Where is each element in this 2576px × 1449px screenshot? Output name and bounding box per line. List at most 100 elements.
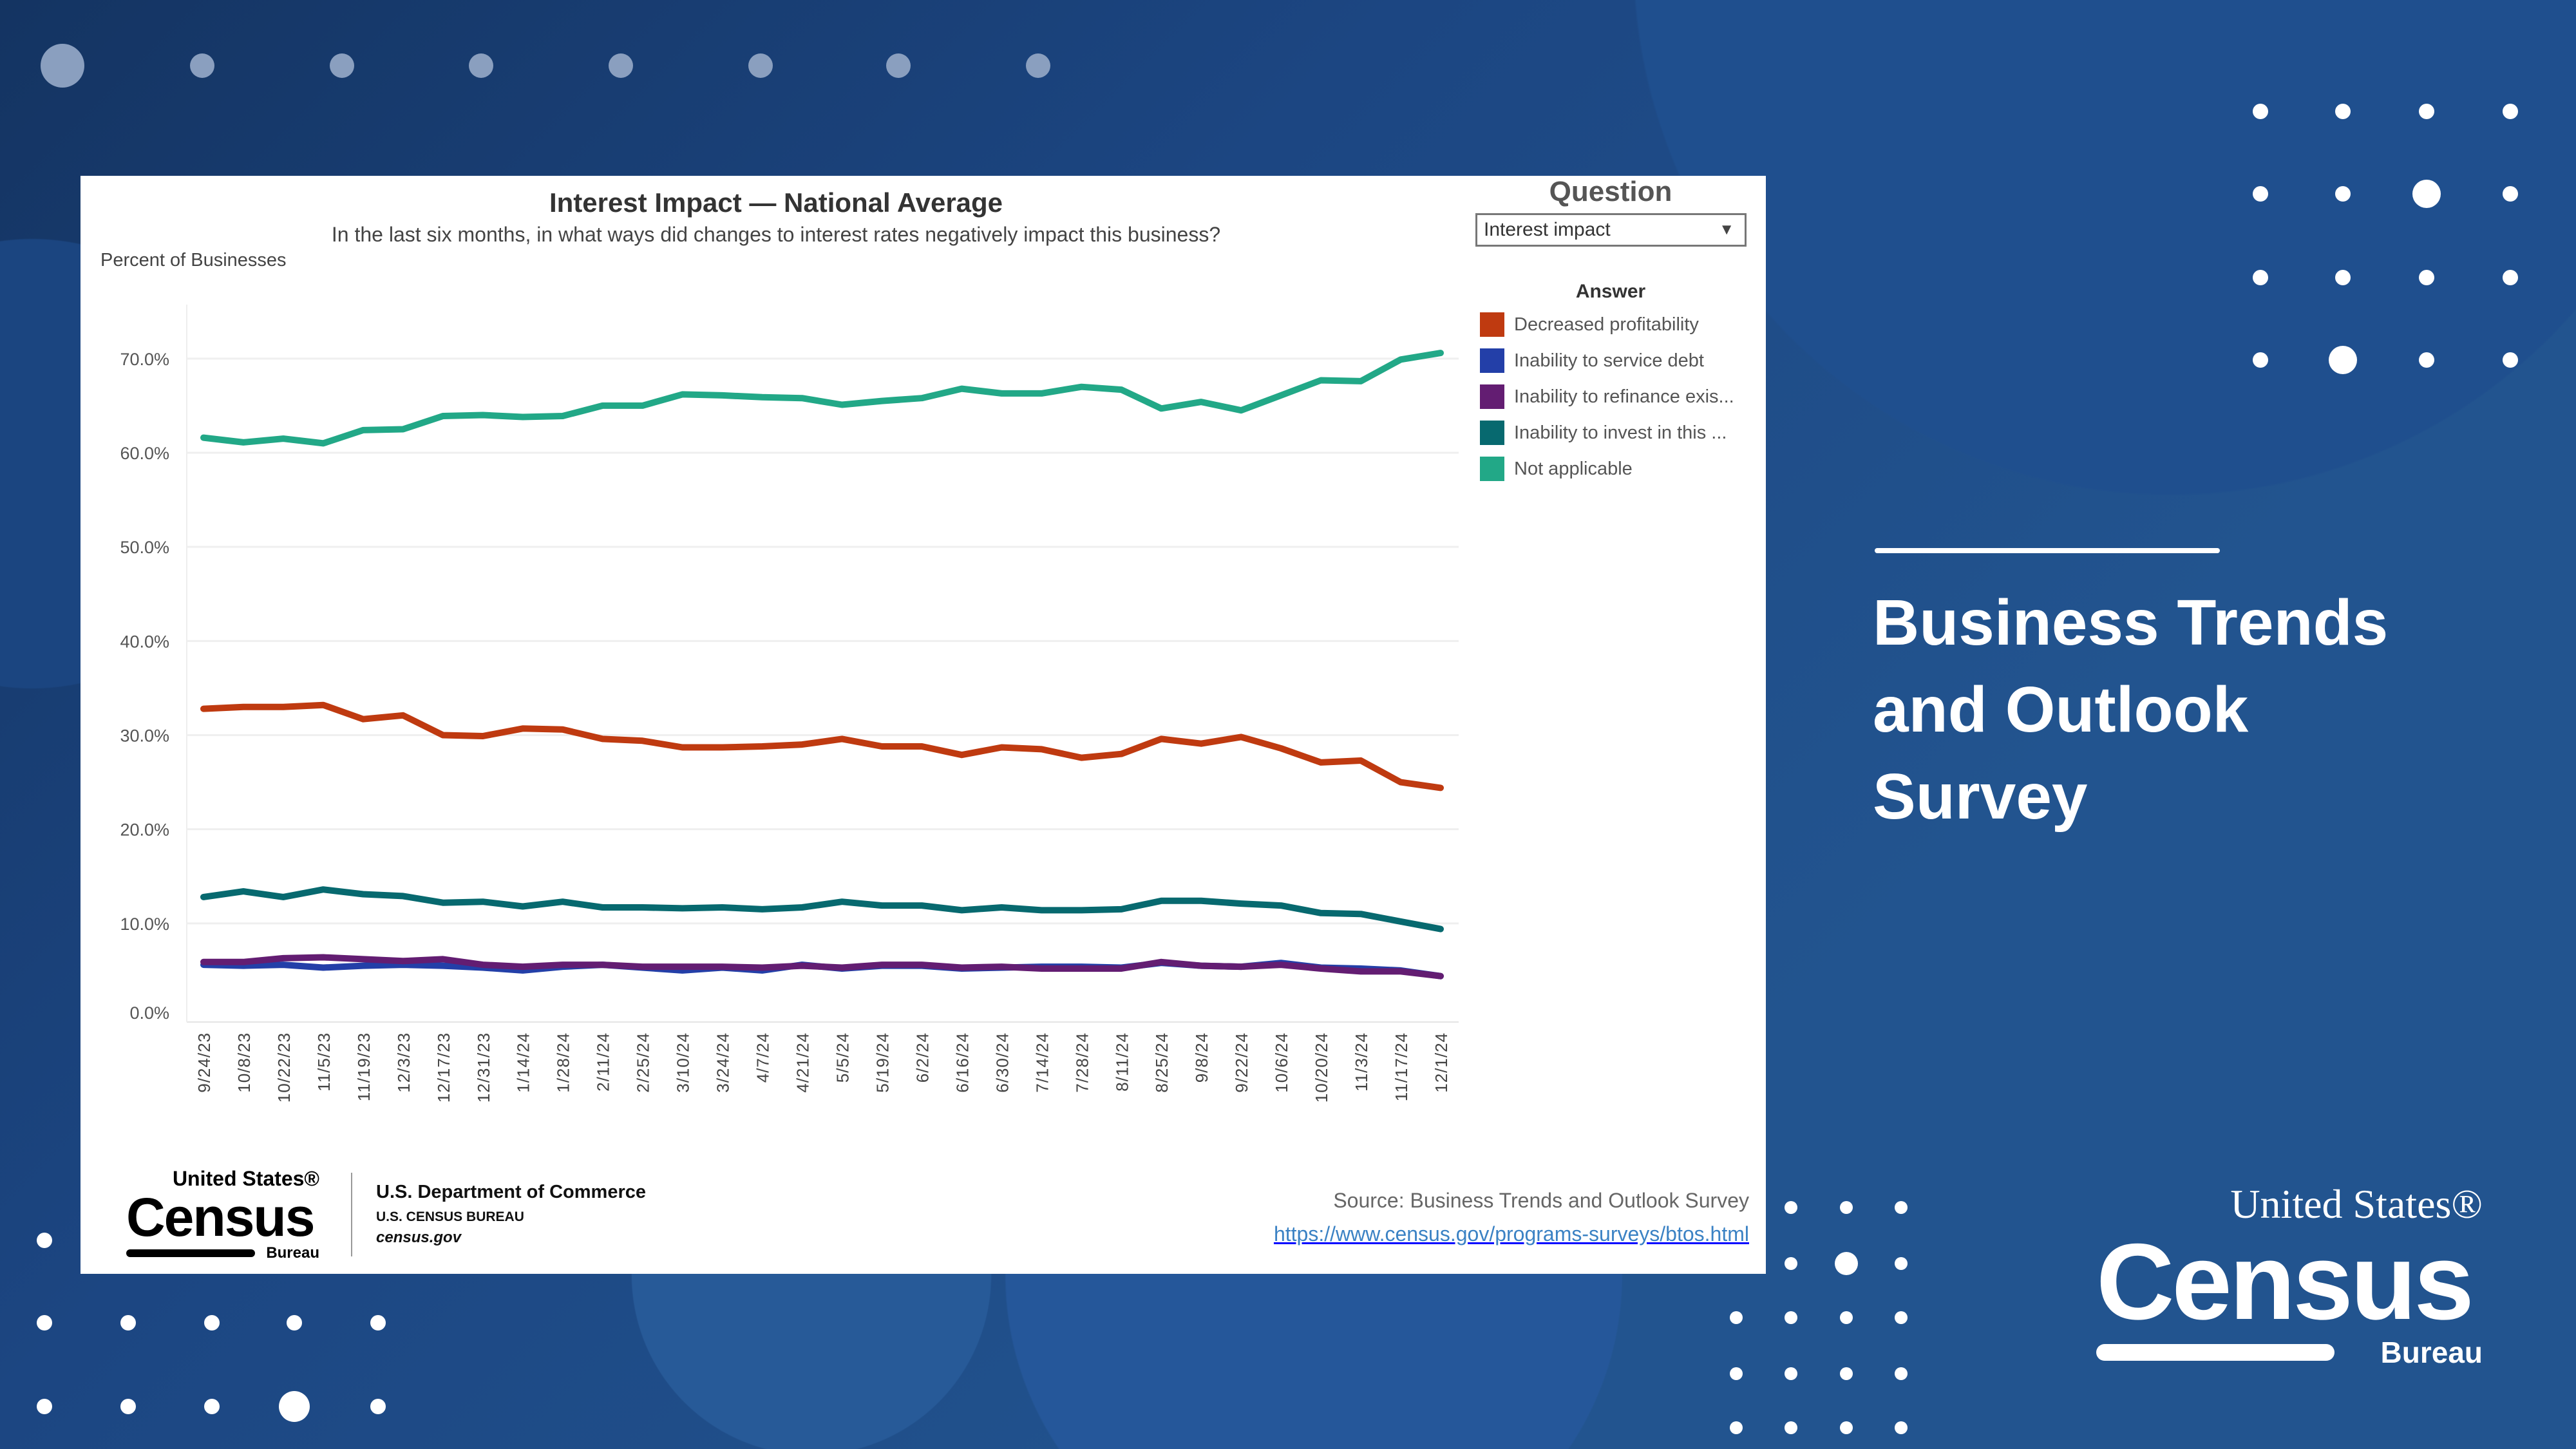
x-tick-label: 1/28/24 <box>554 1032 573 1093</box>
decorative-dot <box>1895 1311 1908 1324</box>
decorative-dot <box>1785 1311 1797 1324</box>
x-tick-label: 4/21/24 <box>793 1032 813 1093</box>
decorative-dot <box>2329 346 2357 374</box>
x-tick-label: 12/1/24 <box>1432 1032 1451 1093</box>
x-tick-label: 8/25/24 <box>1152 1032 1171 1093</box>
x-tick-label: 10/8/23 <box>234 1032 254 1093</box>
x-tick-label: 7/14/24 <box>1032 1032 1052 1093</box>
legend-item[interactable]: Inability to service debt <box>1480 348 1704 374</box>
decorative-dot <box>1840 1201 1853 1214</box>
census-logo-white: United States® Census Bureau <box>2096 1182 2483 1368</box>
chart-subtitle: In the last six months, in what ways did… <box>331 223 1221 246</box>
decorative-dot <box>204 1315 220 1331</box>
decorative-dot <box>2503 186 2518 202</box>
y-tick-label: 10.0% <box>120 914 169 934</box>
legend-item[interactable]: Inability to invest in this ... <box>1480 420 1727 446</box>
decorative-dot <box>1840 1421 1853 1434</box>
decorative-dot <box>1730 1367 1743 1380</box>
x-tick-label: 3/10/24 <box>674 1032 693 1093</box>
x-tick-label: 9/24/23 <box>194 1032 214 1093</box>
x-tick-label: 2/25/24 <box>634 1032 653 1093</box>
x-tick-label: 6/30/24 <box>992 1032 1012 1093</box>
dropdown-value: Interest impact <box>1484 219 1611 240</box>
census-logo: United States® Census Bureau <box>126 1168 319 1262</box>
title-divider <box>1875 548 2220 553</box>
decorative-dot <box>2503 352 2518 368</box>
legend-swatch <box>1480 421 1504 445</box>
x-tick-label: 2/11/24 <box>594 1032 613 1092</box>
decorative-dot <box>1730 1311 1743 1324</box>
x-tick-label: 12/3/23 <box>394 1032 413 1093</box>
y-tick-label: 30.0% <box>120 726 169 746</box>
decorative-dot <box>370 1399 386 1414</box>
decorative-dot <box>2419 352 2434 368</box>
logo-bureau: Bureau <box>266 1244 319 1262</box>
decorative-dot <box>2335 104 2351 119</box>
x-tick-label: 12/31/23 <box>474 1032 493 1103</box>
decorative-dot <box>1785 1421 1797 1434</box>
decorative-dot <box>287 1315 302 1331</box>
logo-united-states: United States® <box>2230 1181 2483 1227</box>
question-dropdown[interactable]: Interest impact ▼ <box>1475 213 1747 247</box>
source-link[interactable]: https://www.census.gov/programs-surveys/… <box>1273 1222 1749 1245</box>
decorative-dot <box>279 1391 310 1422</box>
y-tick-label: 0.0% <box>129 1003 169 1023</box>
logo-census: Census <box>126 1187 315 1247</box>
decorative-dot <box>2335 270 2351 285</box>
decorative-dot <box>1026 53 1050 78</box>
decorative-dot <box>41 44 84 88</box>
legend-swatch <box>1480 348 1504 373</box>
x-tick-label: 10/6/24 <box>1272 1032 1291 1093</box>
x-tick-label: 11/19/23 <box>354 1032 374 1101</box>
legend-label: Inability to refinance exis... <box>1514 386 1734 407</box>
legend-item[interactable]: Decreased profitability <box>1480 312 1699 337</box>
legend-swatch <box>1480 457 1504 481</box>
department-info: U.S. Department of Commerce U.S. CENSUS … <box>376 1182 646 1246</box>
decorative-dot <box>469 53 493 78</box>
decorative-dot <box>2335 186 2351 202</box>
legend-label: Inability to invest in this ... <box>1514 422 1727 443</box>
x-tick-label: 1/14/24 <box>514 1032 533 1093</box>
decorative-dot <box>190 53 214 78</box>
legend-item[interactable]: Inability to refinance exis... <box>1480 384 1734 410</box>
decorative-dot <box>2253 104 2268 119</box>
decorative-dot <box>2419 104 2434 119</box>
y-tick-label: 50.0% <box>120 538 169 557</box>
line-chart: 0.0% 10.0% 20.0% 30.0% 40.0% 50.0% 60.0% 70.0% 9… <box>120 305 1459 1103</box>
decorative-dot <box>1840 1311 1853 1324</box>
legend-label: Not applicable <box>1514 459 1633 479</box>
decorative-dot <box>1895 1257 1908 1270</box>
x-tick-label: 10/20/24 <box>1312 1032 1331 1103</box>
decorative-dot <box>1785 1367 1797 1380</box>
chart-panel: Interest Impact — National Average In th… <box>80 176 1766 1274</box>
y-tick-label: 20.0% <box>120 820 169 840</box>
decorative-dot <box>2412 180 2441 208</box>
survey-title-line: Survey <box>1873 761 2088 833</box>
x-tick-label: 12/17/23 <box>434 1032 453 1103</box>
decorative-dot <box>37 1233 52 1248</box>
legend-swatch <box>1480 384 1504 409</box>
decorative-dot <box>1785 1257 1797 1270</box>
x-tick-label: 6/16/24 <box>952 1032 972 1093</box>
decorative-dot <box>1895 1201 1908 1214</box>
x-tick-label: 11/17/24 <box>1392 1032 1411 1101</box>
x-tick-label: 9/8/24 <box>1192 1032 1211 1083</box>
decorative-dot <box>370 1315 386 1331</box>
logo-bar <box>2096 1344 2334 1361</box>
x-tick-label: 5/5/24 <box>833 1032 852 1083</box>
legend-item[interactable]: Not applicable <box>1480 456 1633 482</box>
decorative-dot <box>37 1315 52 1331</box>
x-tick-label: 7/28/24 <box>1072 1032 1092 1093</box>
decorative-dot <box>2253 270 2268 285</box>
decorative-dot <box>37 1399 52 1414</box>
x-tick-label: 4/7/24 <box>753 1032 773 1083</box>
decorative-dot <box>120 1315 136 1331</box>
x-tick-label: 11/3/24 <box>1352 1032 1371 1092</box>
legend-label: Decreased profitability <box>1514 314 1699 335</box>
y-tick-label: 60.0% <box>120 444 169 463</box>
decorative-dot <box>1730 1421 1743 1434</box>
decorative-dot <box>2419 270 2434 285</box>
chart-title: Interest Impact — National Average <box>549 187 1003 218</box>
decorative-dot <box>2503 270 2518 285</box>
x-tick-label: 5/19/24 <box>873 1032 892 1093</box>
